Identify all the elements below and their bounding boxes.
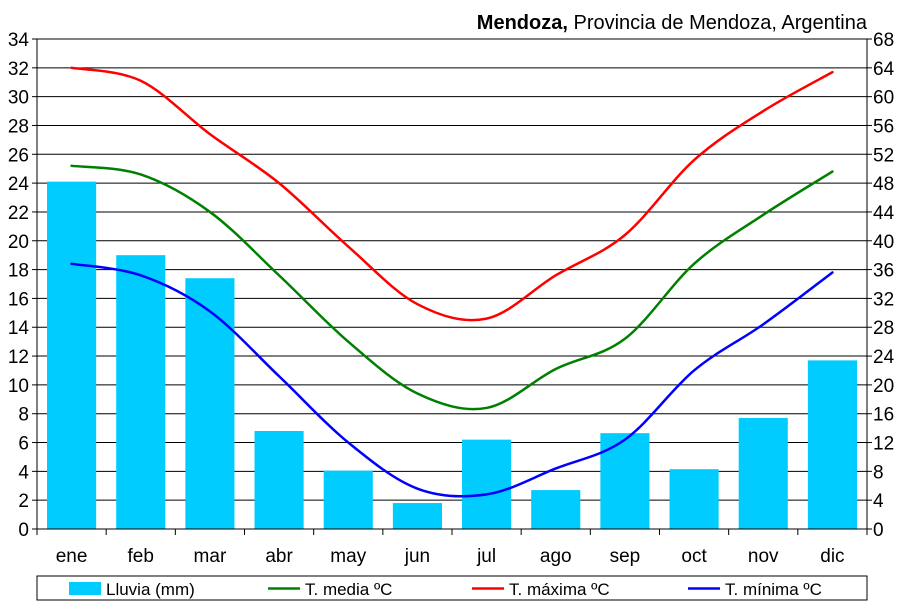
right-tick-label: 28 (873, 318, 894, 339)
left-tick-label: 14 (8, 318, 30, 339)
t-maxima-line (70, 66, 834, 322)
left-tick-label: 16 (8, 289, 29, 310)
t-media-line (70, 164, 834, 411)
rainfall-bar (600, 433, 650, 529)
rainfall-bar (807, 360, 857, 529)
category-label: jun (404, 546, 430, 567)
rainfall-bar (47, 181, 97, 530)
right-tick-label: 44 (873, 203, 895, 224)
right-tick-label: 48 (873, 174, 894, 195)
right-tick-label: 56 (873, 116, 894, 137)
left-tick-label: 8 (18, 405, 29, 426)
chart-title-city: Mendoza, (476, 12, 568, 34)
right-tick-label: 68 (873, 30, 894, 51)
left-tick-label: 28 (8, 116, 29, 137)
category-label: dic (820, 546, 844, 567)
right-tick-label: 12 (873, 434, 894, 455)
right-tick-label: 0 (873, 520, 884, 541)
temperature-lines (70, 66, 834, 498)
rainfall-bar (185, 278, 235, 529)
rainfall-bar (323, 470, 373, 529)
category-label: sep (610, 546, 641, 567)
rainfall-bar (116, 255, 166, 530)
category-label: mar (194, 546, 227, 567)
right-tick-label: 20 (873, 376, 894, 397)
category-label: ene (56, 546, 88, 567)
right-tick-label: 24 (873, 347, 895, 368)
right-tick-label: 60 (873, 88, 894, 109)
left-tick-label: 6 (18, 434, 29, 455)
rainfall-bars (47, 181, 857, 530)
left-tick-label: 26 (8, 145, 29, 166)
category-label: may (330, 546, 366, 567)
chart-title-rest: Provincia de Mendoza, Argentina (567, 12, 867, 34)
legend-label: T. máxima ºC (509, 580, 610, 599)
right-tick-label: 40 (873, 232, 894, 253)
category-label: oct (681, 546, 707, 567)
left-tick-label: 30 (8, 88, 29, 109)
legend-label: Lluvia (mm) (106, 580, 195, 599)
category-label: ago (540, 546, 572, 567)
category-label: jul (476, 546, 496, 567)
rainfall-bar (462, 439, 512, 529)
chart-title: Mendoza, Provincia de Mendoza, Argentina (477, 12, 867, 35)
right-tick-label: 8 (873, 462, 884, 483)
left-tick-label: 2 (18, 491, 29, 512)
right-tick-label: 4 (873, 491, 884, 512)
legend-label: T. media ºC (305, 580, 392, 599)
legend-label: T. mínima ºC (725, 580, 822, 599)
category-label: feb (128, 546, 154, 567)
rainfall-bar (738, 418, 788, 529)
right-tick-label: 32 (873, 289, 894, 310)
rainfall-bar (531, 490, 581, 529)
rainfall-bar (392, 503, 442, 529)
left-tick-label: 20 (8, 232, 29, 253)
left-tick-label: 10 (8, 376, 29, 397)
category-label: nov (748, 546, 779, 567)
legend-swatch-lluvia (69, 582, 101, 595)
left-tick-label: 4 (18, 462, 29, 483)
left-tick-label: 32 (8, 59, 29, 80)
left-tick-label: 22 (8, 203, 29, 224)
left-tick-label: 18 (8, 261, 29, 282)
gridlines (37, 38, 867, 530)
left-tick-label: 24 (8, 174, 30, 195)
rainfall-bar (254, 431, 304, 529)
left-tick-label: 0 (18, 520, 29, 541)
t-minima-line (70, 262, 834, 498)
left-tick-label: 34 (8, 30, 30, 51)
category-label: abr (265, 546, 293, 567)
right-tick-label: 16 (873, 405, 894, 426)
right-tick-label: 64 (873, 59, 895, 80)
right-tick-label: 52 (873, 145, 894, 166)
legend: Lluvia (mm) T. media ºC T. máxima ºC T. mín… (36, 575, 868, 601)
rainfall-bar (669, 469, 719, 529)
left-tick-label: 12 (8, 347, 29, 368)
right-tick-label: 36 (873, 261, 894, 282)
legend-box (36, 575, 868, 601)
